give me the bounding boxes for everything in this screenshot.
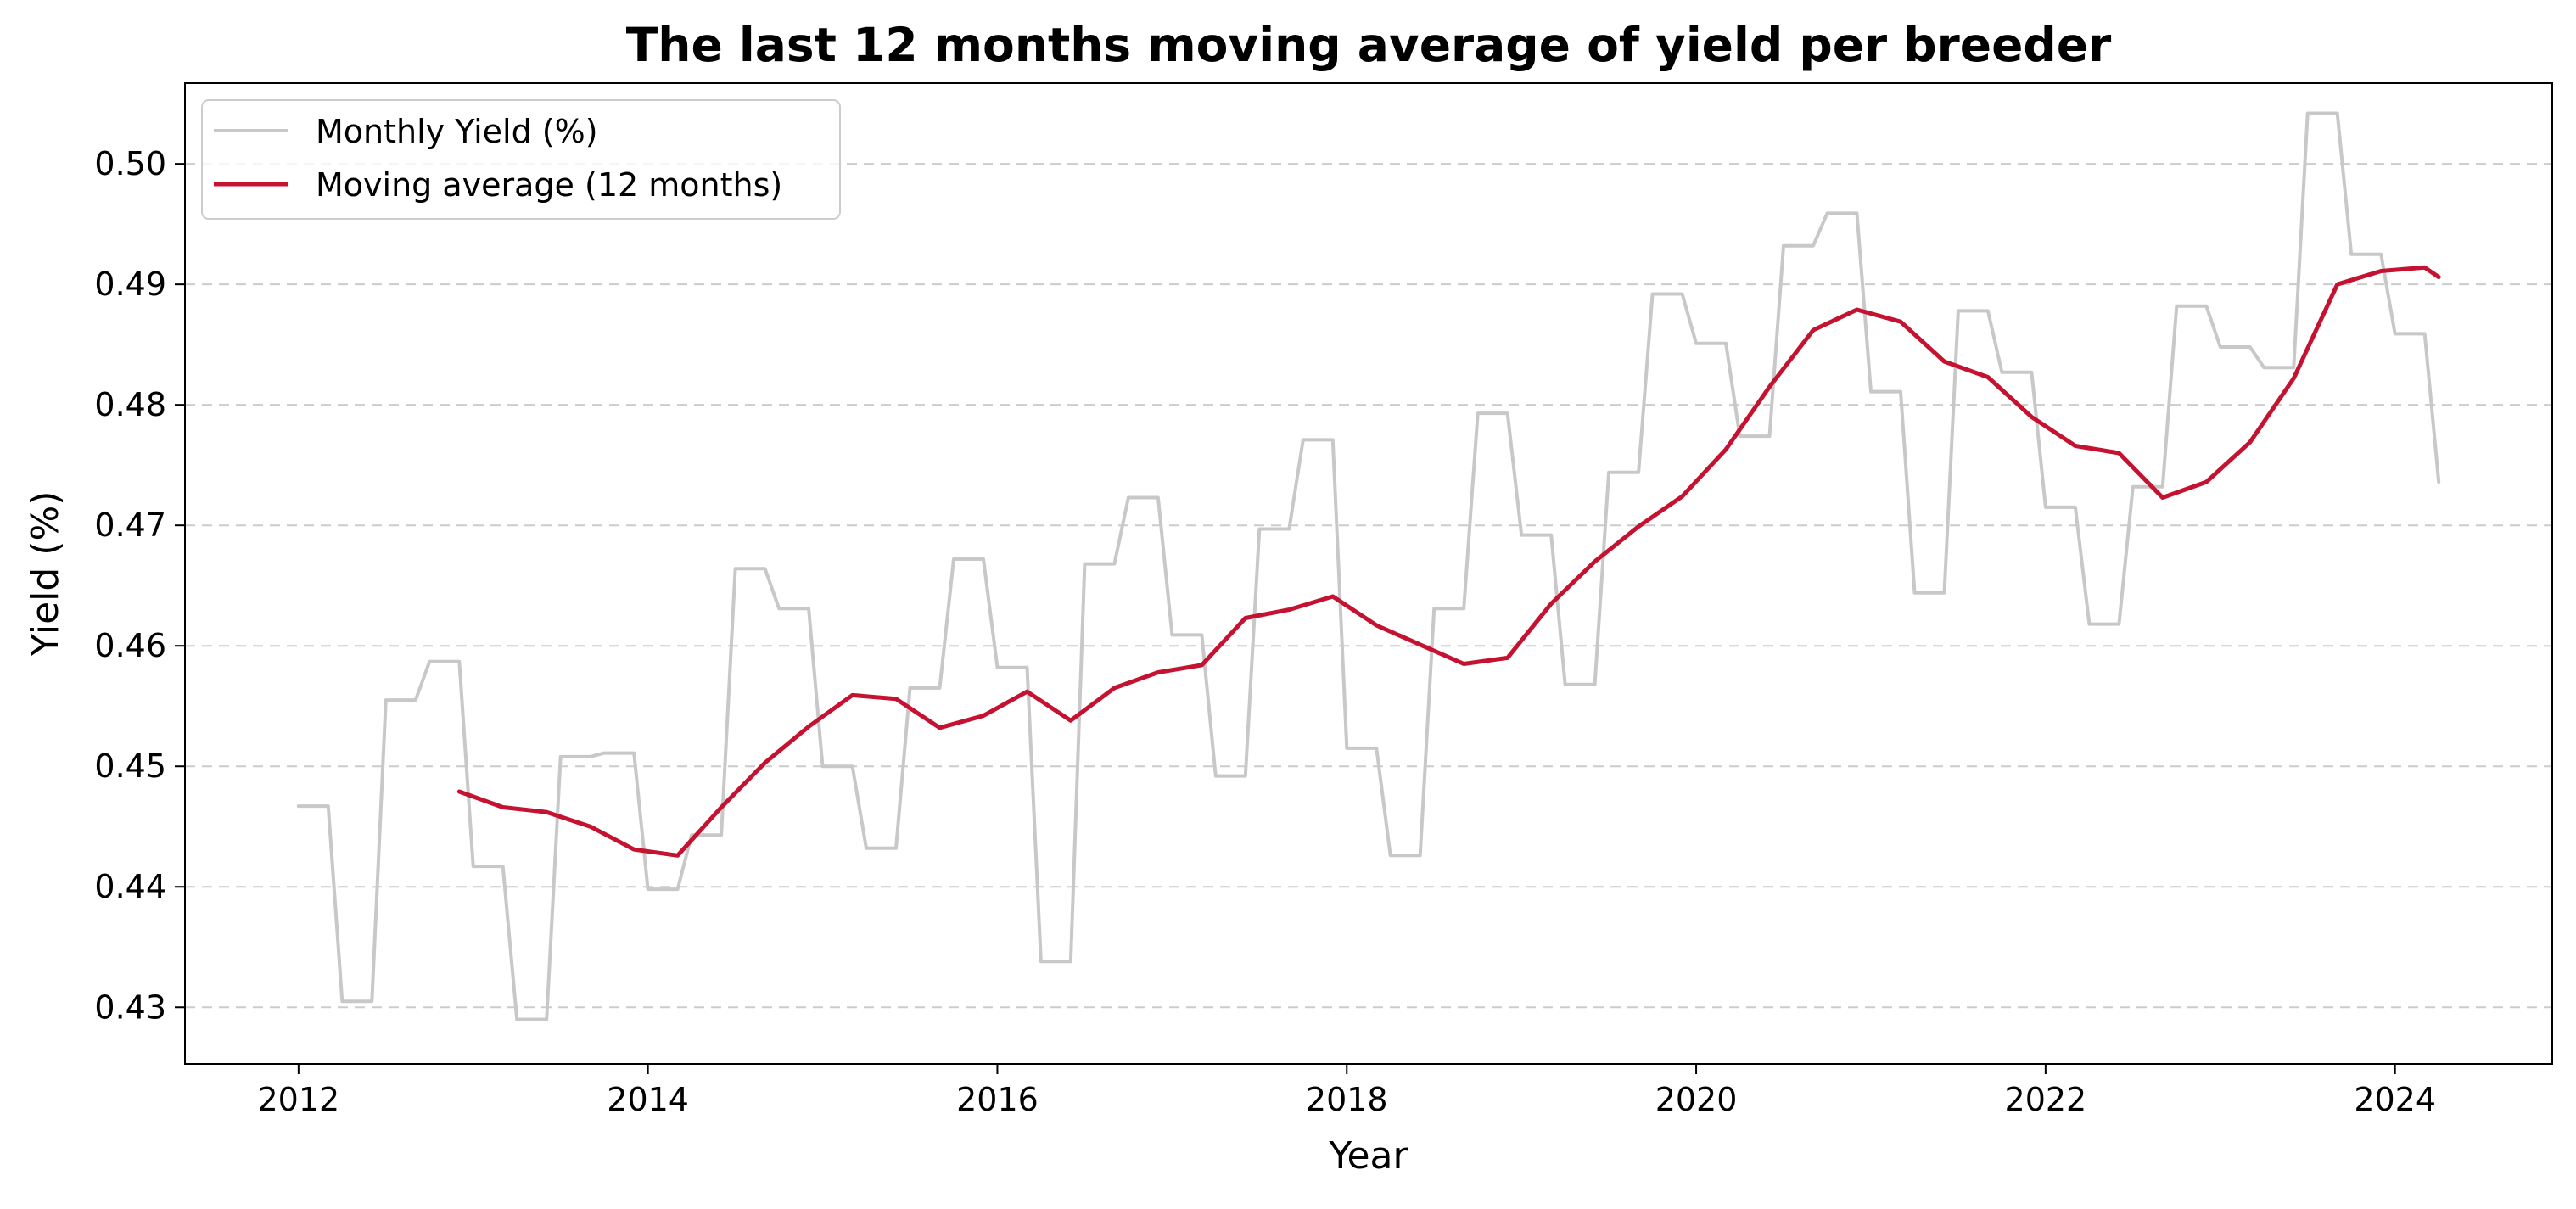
y-tick-label: 0.44	[94, 868, 166, 905]
series-layer	[296, 111, 2441, 1021]
series-line-monthly-yield	[296, 111, 2441, 1021]
grid-layer	[185, 163, 2552, 1009]
legend-label-monthly-yield: Monthly Yield (%)	[316, 113, 598, 150]
y-axis-label: Yield (%)	[24, 491, 67, 658]
x-tick-label: 2012	[257, 1081, 339, 1118]
x-tick-label: 2016	[956, 1081, 1039, 1118]
plot-frame	[184, 82, 2553, 1065]
chart-title: The last 12 months moving average of yie…	[626, 18, 2111, 72]
legend: Monthly Yield (%) Moving average (12 mon…	[201, 99, 841, 220]
y-tick-label: 0.43	[94, 988, 166, 1026]
ticks-layer: 0.43 0.44 0.45 0.46 0.47 0.48 0.49 0.50 2012 2014…	[94, 145, 2436, 1118]
y-tick-label: 0.48	[94, 386, 166, 423]
x-tick-label: 2020	[1655, 1081, 1738, 1118]
y-tick-label: 0.47	[94, 507, 166, 544]
legend-label-moving-average: Moving average (12 months)	[316, 166, 782, 204]
x-tick-label: 2024	[2354, 1081, 2436, 1118]
x-tick-label: 2018	[1306, 1081, 1388, 1118]
y-tick-label: 0.45	[94, 747, 166, 785]
series-line-moving-average	[456, 265, 2441, 858]
y-tick-label: 0.50	[94, 145, 166, 182]
x-tick-label: 2014	[607, 1081, 689, 1118]
legend-box	[201, 99, 841, 220]
y-tick-label: 0.46	[94, 627, 166, 664]
x-axis-label: Year	[1328, 1134, 1408, 1178]
x-tick-label: 2022	[2005, 1081, 2087, 1118]
y-tick-label: 0.49	[94, 266, 166, 303]
